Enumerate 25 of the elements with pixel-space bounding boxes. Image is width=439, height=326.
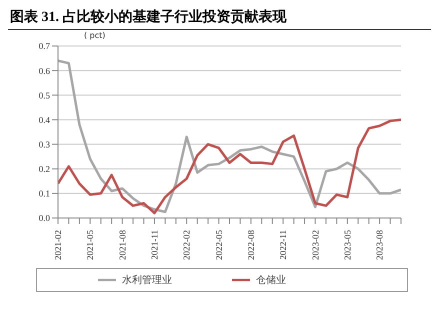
x-tick-label: 2023-02 bbox=[310, 230, 320, 260]
y-tick-label: 0.5 bbox=[38, 90, 50, 100]
y-tick-label: 0.1 bbox=[38, 188, 50, 199]
line-series bbox=[58, 118, 401, 214]
y-tick-label: 0.0 bbox=[38, 213, 50, 224]
legend-label: 水利管理业 bbox=[122, 274, 172, 286]
y-tick-label: 0.4 bbox=[38, 114, 50, 125]
x-tick-label: 2022-08 bbox=[246, 230, 256, 260]
x-tick-label: 2021-11 bbox=[149, 230, 160, 260]
x-tick-label: 2021-02 bbox=[53, 230, 63, 260]
chart-title: 图表 31. 占比较小的基建子行业投资贡献表现 bbox=[8, 8, 431, 30]
x-tick-label: 2023-05 bbox=[342, 230, 352, 260]
x-tick-label: 2021-08 bbox=[117, 230, 128, 260]
y-axis-title: ( pct) bbox=[84, 31, 106, 41]
x-tick-label: 2022-11 bbox=[278, 230, 288, 260]
y-tick-label: 0.7 bbox=[38, 41, 50, 52]
x-tick-label: 2023-08 bbox=[374, 230, 385, 260]
y-tick-label: 0.3 bbox=[38, 139, 50, 150]
x-tick-label: 2022-02 bbox=[182, 230, 192, 260]
x-tick-label: 2021-05 bbox=[85, 230, 96, 260]
y-tick-label: 0.6 bbox=[38, 66, 50, 76]
x-tick-label: 2022-05 bbox=[214, 230, 224, 260]
line-series bbox=[58, 59, 401, 214]
legend-label: 仓储业 bbox=[256, 274, 286, 286]
y-tick-label: 0.2 bbox=[38, 164, 50, 174]
